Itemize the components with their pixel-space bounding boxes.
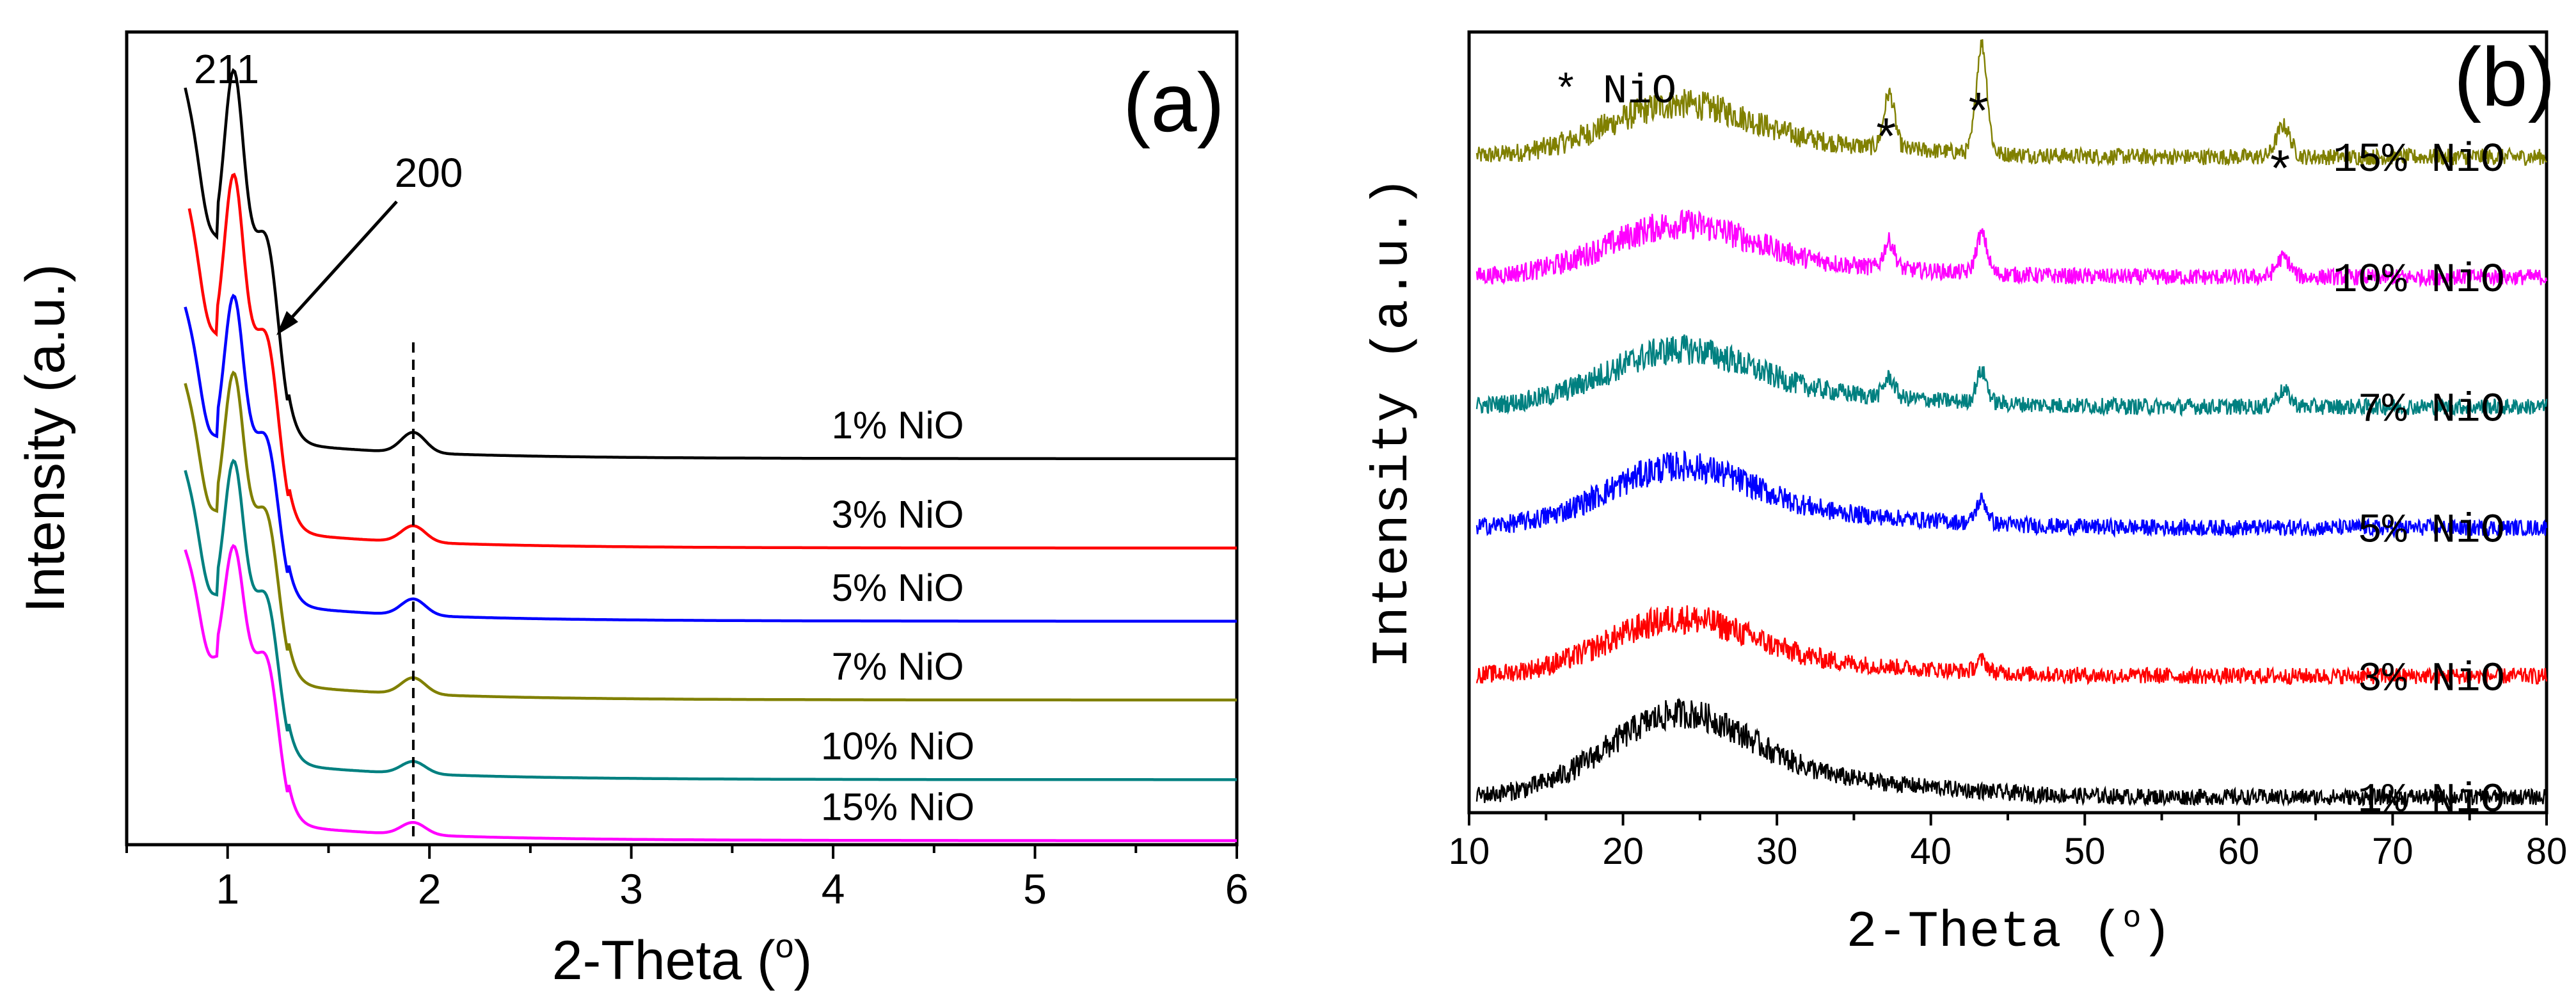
panel-a-peak-label-200: 200: [395, 150, 463, 196]
panel-b-series-line: [1475, 209, 2548, 288]
panel-b-series-label: 3% NiO: [2358, 657, 2505, 703]
panel-b-x-tick-label: 30: [1756, 831, 1798, 872]
panel-b-series-line: [1475, 450, 2548, 539]
panel-b-peak-star: *: [1876, 108, 1896, 164]
panel-b-series-label: 5% NiO: [2358, 509, 2505, 555]
panel-a-series-line: [184, 458, 1237, 781]
panel-b-series-line: [1475, 697, 2548, 808]
panel-b-series-group: [1475, 39, 2548, 808]
panel-b-x-tick-label: 50: [2064, 831, 2106, 872]
panel-b-x-tick-label: 10: [1449, 831, 1490, 872]
panel-b-series-label: 7% NiO: [2358, 388, 2505, 434]
panel-b-peak-star: *: [1969, 82, 1989, 139]
panel-b-series-label: 1% NiO: [2358, 778, 2505, 824]
panel-a-y-axis-title: Intensity (a.u.): [15, 264, 76, 613]
panel-b-series-line: [1475, 39, 2547, 167]
panel-a-series-line: [184, 371, 1237, 702]
panel-b-x-tick-label: 80: [2526, 831, 2568, 872]
panel-a-series-line: [184, 68, 1237, 460]
panel-b-x-axis-title: 2-Theta (o): [1847, 902, 2172, 962]
panel-a-x-axis: 1 2 3 4 5 6: [125, 845, 1249, 913]
panel-b-x-axis: 10 20 30 40 50 60 70 80: [1449, 813, 2568, 872]
panel-b-y-axis-title: Intensity (a.u.): [1364, 177, 1422, 668]
panel-a-series-label: 10% NiO: [821, 724, 974, 767]
panel-a-x-tick-label: 3: [619, 865, 643, 913]
panel-a-series-line: [184, 293, 1237, 623]
panel-b-nio-marker-note: * NiO: [1554, 69, 1676, 115]
panel-b-series-line: [1475, 334, 2548, 417]
panel-b-x-tick-label: 70: [2372, 831, 2413, 872]
panel-a-arrow: [276, 200, 398, 335]
panel-a-x-tick-label: 4: [822, 865, 845, 913]
panel-a-plot-frame: [125, 30, 1239, 847]
panel-a-x-tick-label: 2: [418, 865, 441, 913]
panel-a-x-tick-label: 5: [1023, 865, 1047, 913]
panel-a-label: (a): [1123, 56, 1225, 149]
panel-a-series-line: [184, 543, 1237, 842]
panel-a-series-label: 5% NiO: [832, 566, 964, 609]
panel-a-series-label: 7% NiO: [832, 645, 964, 688]
panel-a-peak-label-211: 211: [194, 46, 259, 92]
panel-b-series-label: 10% NiO: [2333, 258, 2505, 304]
panel-a-x-tick-label: 1: [216, 865, 239, 913]
panel-b-series-line: [1475, 605, 2548, 686]
panel-b-x-tick-label: 60: [2218, 831, 2260, 872]
panel-a-series-group: [184, 68, 1237, 842]
panel-b-series-label: 15% NiO: [2333, 138, 2505, 184]
panel-a-series-label: 1% NiO: [832, 404, 964, 447]
panel-b-peak-star: *: [2270, 140, 2290, 196]
panel-b-x-tick-label: 20: [1602, 831, 1644, 872]
panel-a-series-label: 15% NiO: [821, 786, 974, 829]
panel-a-x-axis-title: 2-Theta (o): [552, 928, 812, 991]
panel-a-series-line: [187, 172, 1237, 550]
panel-a-x-tick-label: 6: [1225, 865, 1249, 913]
panel-a-series-label: 3% NiO: [832, 493, 964, 536]
panel-b-x-tick-label: 40: [1910, 831, 1952, 872]
panel-b-chart: 10 20 30 40 50 60 70 80 (b) * NiO * * * 15% NiO…: [1364, 30, 2567, 962]
panel-b-label: (b): [2454, 30, 2556, 124]
